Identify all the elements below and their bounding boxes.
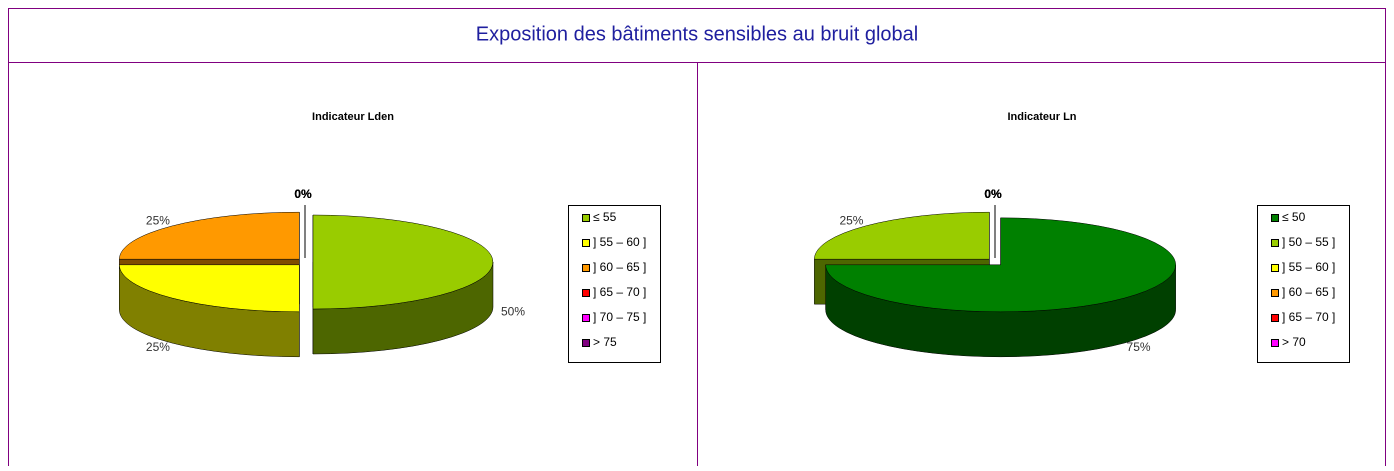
slice <box>119 211 300 260</box>
legend-label: ] 55 – 60 ] <box>1282 260 1335 274</box>
slice <box>119 264 300 313</box>
value-label: 50% <box>501 305 525 319</box>
value-label: 0% <box>984 187 1002 201</box>
value-label: 0% <box>294 187 312 201</box>
legend-swatch <box>582 214 590 222</box>
legend-label: > 75 <box>593 335 617 349</box>
slice <box>825 217 1176 313</box>
legend-label: ] 65 – 70 ] <box>593 285 646 299</box>
legend-swatch <box>582 264 590 272</box>
legend-label: ] 60 – 65 ] <box>1282 285 1335 299</box>
legend-label: ] 60 – 65 ] <box>593 260 646 274</box>
chart-title: Indicateur Ln <box>1007 111 1076 123</box>
value-label: 0% <box>984 187 1002 201</box>
legend-swatch <box>1271 239 1279 247</box>
legend-swatch <box>582 289 590 297</box>
legend-swatch <box>582 339 590 347</box>
legend-swatch <box>582 314 590 322</box>
legend-swatch <box>1271 289 1279 297</box>
value-label: 0% <box>984 187 1002 201</box>
legend-swatch <box>1271 264 1279 272</box>
value-label: 0% <box>294 187 312 201</box>
value-label: 25% <box>146 340 170 354</box>
legend-box <box>568 205 661 363</box>
legend-swatch <box>1271 214 1279 222</box>
chart-title: Indicateur Lden <box>312 111 394 123</box>
page-title: Exposition des bâtiments sensibles au br… <box>476 23 918 45</box>
legend-label: ≤ 55 <box>593 210 617 224</box>
value-label: 0% <box>984 187 1002 201</box>
frame <box>8 8 1386 471</box>
legend-swatch <box>582 239 590 247</box>
legend-label: ] 55 – 60 ] <box>593 235 646 249</box>
legend-swatch <box>1271 314 1279 322</box>
legend-box <box>1257 205 1350 363</box>
legend-label: ] 70 – 75 ] <box>593 310 646 324</box>
value-label: 0% <box>294 187 312 201</box>
legend-swatch <box>1271 339 1279 347</box>
value-label: 25% <box>146 213 170 227</box>
legend-label: ] 65 – 70 ] <box>1282 310 1335 324</box>
slice <box>312 214 494 310</box>
legend-label: ≤ 50 <box>1282 210 1306 224</box>
value-label: 75% <box>1127 340 1151 354</box>
value-label: 25% <box>839 213 863 227</box>
slice <box>814 211 990 260</box>
legend-label: ] 50 – 55 ] <box>1282 235 1335 249</box>
legend-label: > 70 <box>1282 335 1306 349</box>
